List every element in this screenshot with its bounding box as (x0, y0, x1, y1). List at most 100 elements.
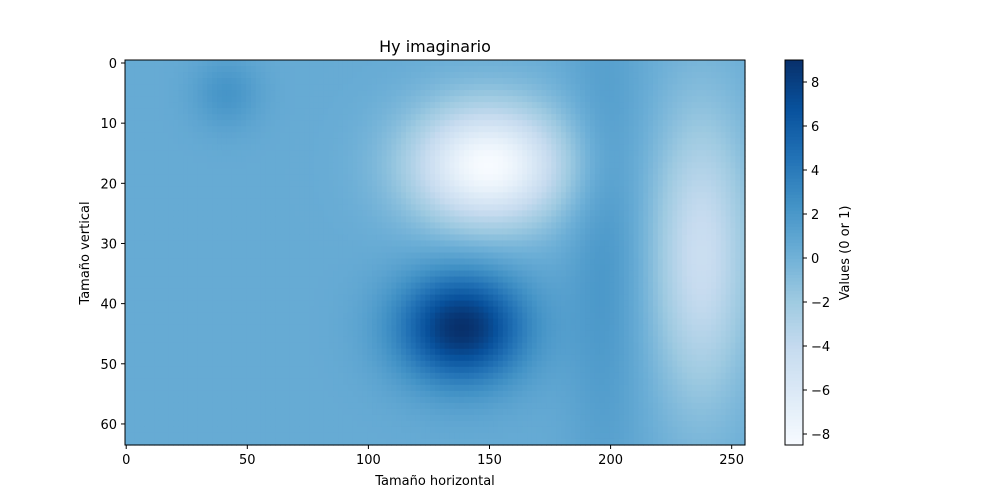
heatmap-cell (129, 144, 136, 151)
heatmap-cell (667, 162, 673, 169)
heatmap-cell (338, 246, 344, 254)
heatmap-cell (386, 240, 392, 248)
heatmap-cell (173, 60, 179, 67)
heatmap-cell (740, 252, 746, 260)
heatmap-cell (168, 102, 175, 109)
heatmap-cell (415, 180, 422, 187)
heatmap-cell (323, 168, 330, 175)
heatmap-cell (604, 156, 610, 163)
heatmap-cell (342, 156, 349, 163)
heatmap-cell (604, 234, 610, 242)
heatmap-cell (604, 102, 610, 109)
heatmap-cell (309, 96, 315, 103)
heatmap-cell (449, 252, 455, 260)
heatmap-cell (657, 174, 664, 181)
heatmap-cell (352, 222, 359, 230)
heatmap-cell (628, 264, 635, 272)
heatmap-cell (619, 210, 625, 218)
heatmap-cell (725, 132, 732, 139)
heatmap-cell (221, 108, 228, 115)
heatmap-cell (284, 192, 291, 199)
heatmap-cell (362, 216, 368, 224)
heatmap-cell (536, 162, 543, 169)
heatmap-cell (488, 102, 494, 109)
heatmap-cell (590, 252, 596, 260)
heatmap-cell (125, 174, 131, 181)
heatmap-cell (178, 288, 184, 296)
heatmap-cell (420, 108, 426, 115)
heatmap-cell (682, 198, 688, 205)
heatmap-cell (725, 288, 732, 296)
heatmap-cell (270, 96, 276, 103)
heatmap-cell (255, 72, 262, 79)
heatmap-cell (468, 156, 475, 163)
heatmap-cell (565, 192, 572, 199)
heatmap-cell (527, 192, 533, 199)
heatmap-cell (391, 108, 397, 115)
heatmap-cell (536, 168, 543, 175)
heatmap-cell (488, 84, 494, 91)
heatmap-cell (381, 210, 388, 218)
heatmap-cell (435, 252, 441, 260)
heatmap-cell (672, 96, 678, 103)
heatmap-cell (202, 108, 208, 115)
heatmap-cell (682, 174, 688, 181)
heatmap-cell (677, 240, 683, 248)
heatmap-cell (711, 204, 717, 211)
heatmap-cell (614, 252, 620, 260)
heatmap-cell (638, 234, 644, 242)
heatmap-cell (638, 252, 644, 260)
heatmap-cell (531, 138, 538, 145)
heatmap-cell (231, 222, 237, 230)
heatmap-cell (139, 204, 145, 211)
heatmap-cell (342, 198, 349, 205)
heatmap-cell (652, 72, 659, 79)
heatmap-cell (304, 252, 310, 260)
heatmap-cell (590, 180, 596, 187)
heatmap-cell (294, 270, 300, 278)
heatmap-cell (715, 204, 722, 211)
heatmap-cell (396, 168, 402, 175)
heatmap-cell (706, 204, 712, 211)
heatmap-cell (386, 150, 392, 157)
heatmap-cell (464, 252, 470, 260)
heatmap-cell (173, 270, 179, 278)
heatmap-cell (512, 156, 518, 163)
heatmap-cell (376, 216, 383, 224)
heatmap-cell (686, 246, 693, 254)
heatmap-cell (531, 216, 538, 224)
heatmap-cell (328, 114, 334, 121)
heatmap-cell (134, 234, 141, 242)
heatmap-cell (517, 96, 523, 103)
heatmap-cell (241, 240, 247, 248)
heatmap-cell (139, 90, 145, 97)
heatmap-cell (546, 246, 552, 254)
heatmap-cell (338, 282, 344, 290)
heatmap-cell (667, 252, 673, 260)
heatmap-cell (473, 180, 480, 187)
heatmap-cell (255, 102, 262, 109)
heatmap-cell (682, 120, 688, 127)
heatmap-cell (338, 240, 344, 248)
heatmap-cell (323, 90, 330, 97)
heatmap-cell (483, 210, 489, 218)
heatmap-cell (522, 246, 528, 254)
heatmap-cell (488, 234, 494, 242)
heatmap-cell (478, 60, 485, 67)
heatmap-cell (672, 102, 678, 109)
heatmap-cell (691, 288, 698, 296)
heatmap-cell (372, 222, 378, 230)
heatmap-cell (609, 288, 615, 296)
heatmap-cell (183, 240, 189, 248)
heatmap-cell (556, 78, 562, 85)
heatmap-cell (338, 72, 344, 79)
heatmap-cell (590, 168, 596, 175)
heatmap-cell (231, 282, 237, 290)
heatmap-cell (284, 156, 291, 163)
heatmap-cell (459, 222, 465, 230)
heatmap-cell (551, 114, 557, 121)
heatmap-cell (260, 138, 267, 145)
heatmap-cell (299, 264, 305, 272)
heatmap-cell (430, 60, 436, 67)
heatmap-cell (129, 192, 136, 199)
